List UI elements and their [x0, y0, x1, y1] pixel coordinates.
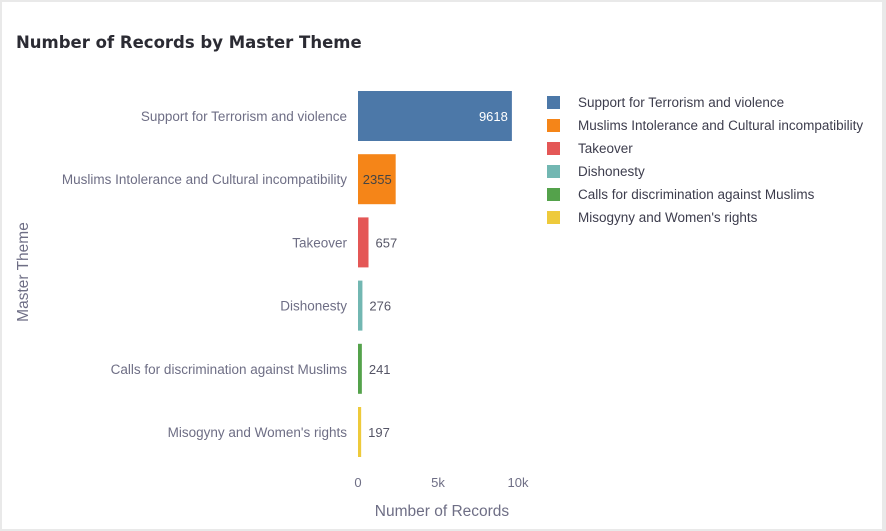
bar — [358, 343, 362, 394]
legend-swatch — [547, 211, 560, 224]
category-label: Misogyny and Women's rights — [168, 425, 348, 440]
bar — [358, 217, 369, 268]
legend-item-label: Muslims Intolerance and Cultural incompa… — [578, 118, 863, 133]
legend-swatch — [547, 188, 560, 201]
x-tick-label: 5k — [431, 475, 445, 490]
y-axis-title: Master Theme — [15, 222, 32, 322]
data-label: 276 — [369, 299, 391, 314]
category-label: Calls for discrimination against Muslims — [111, 362, 348, 377]
legend-item-label: Support for Terrorism and violence — [578, 95, 784, 110]
data-label: 2355 — [363, 172, 392, 187]
category-label: Dishonesty — [280, 299, 347, 314]
x-axis-title: Number of Records — [375, 503, 510, 520]
legend-item-label: Takeover — [578, 141, 633, 156]
legend-item-label: Misogyny and Women's rights — [578, 210, 758, 225]
bar — [358, 407, 362, 457]
bar — [358, 91, 512, 141]
legend-swatch — [547, 165, 560, 178]
x-tick-label: 10k — [508, 475, 529, 490]
legend-item-label: Calls for discrimination against Muslims — [578, 187, 815, 202]
legend-swatch — [547, 96, 560, 109]
legend-item-label: Dishonesty — [578, 164, 645, 179]
data-label: 9618 — [479, 109, 508, 124]
bar — [358, 280, 363, 331]
data-label: 197 — [368, 425, 390, 440]
legend-swatch — [547, 119, 560, 132]
data-label: 241 — [369, 362, 391, 377]
data-label: 657 — [376, 235, 398, 250]
category-label: Takeover — [292, 235, 347, 250]
category-label: Support for Terrorism and violence — [141, 109, 347, 124]
category-label: Muslims Intolerance and Cultural incompa… — [62, 172, 347, 187]
legend-swatch — [547, 142, 560, 155]
chart-title: Number of Records by Master Theme — [16, 33, 362, 52]
bar — [358, 154, 396, 205]
x-tick-label: 0 — [354, 475, 361, 490]
